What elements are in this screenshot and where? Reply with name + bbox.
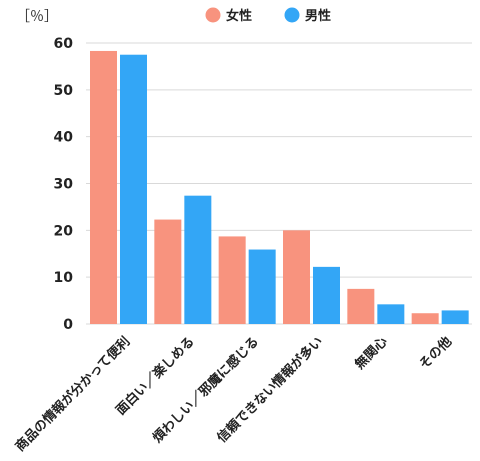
bar-male-0 [120, 54, 147, 324]
y-axis-unit-label: ［％］ [16, 9, 58, 25]
y-tick-label: 30 [54, 177, 74, 193]
legend-swatch [205, 7, 221, 23]
legend-swatch [284, 7, 300, 23]
y-tick-label: 50 [54, 83, 74, 99]
x-category-label: 無関心 [352, 334, 391, 373]
bar-male-1 [184, 195, 212, 324]
y-axis-ticks: 0 10 20 30 40 50 60 [54, 36, 74, 333]
legend-label: 男性 [305, 8, 331, 24]
bar-female-0 [90, 50, 117, 324]
x-axis-labels: 商品の情報が分かって便利面白い／楽しめる煩わしい／邪魔に感じる信頼できない情報が… [12, 334, 455, 455]
x-category-label: 商品の情報が分かって便利 [12, 334, 133, 455]
x-category-label: 煩わしい／邪魔に感じる [150, 334, 262, 446]
legend: 女性 男性 [205, 7, 331, 24]
x-category-label: 信頼できない情報が多い [214, 334, 326, 446]
y-tick-label: 0 [63, 317, 73, 333]
bar-female-2 [218, 236, 246, 324]
bars [90, 50, 469, 324]
bar-male-5 [441, 310, 469, 324]
y-tick-label: 40 [54, 130, 74, 146]
gridlines [86, 42, 472, 325]
bar-male-3 [313, 266, 340, 324]
bar-female-5 [411, 313, 439, 324]
bar-female-1 [154, 219, 182, 324]
y-tick-label: 60 [54, 36, 74, 52]
bar-male-4 [377, 304, 405, 324]
y-tick-label: 10 [54, 270, 74, 286]
x-category-label: その他 [416, 334, 455, 373]
legend-label: 女性 [226, 8, 252, 24]
bar-female-3 [283, 230, 310, 324]
y-tick-label: 20 [54, 223, 74, 239]
bar-male-2 [248, 249, 276, 324]
bar-female-4 [347, 288, 375, 324]
